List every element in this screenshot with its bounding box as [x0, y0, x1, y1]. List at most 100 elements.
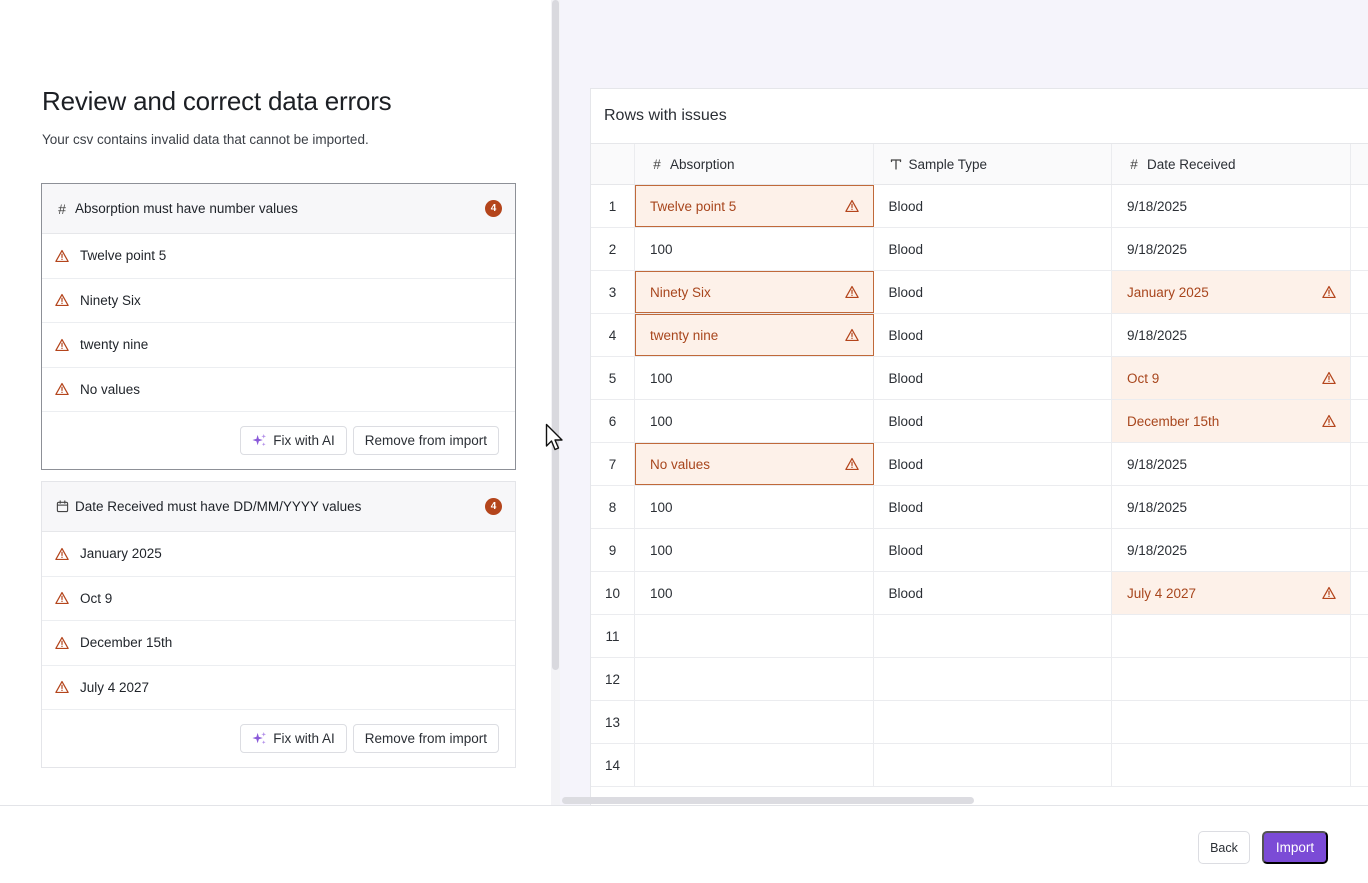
cell-date-received[interactable]	[1112, 744, 1351, 786]
cell-value: Blood	[888, 370, 924, 386]
column-header-date-received[interactable]: # Date Received	[1112, 144, 1351, 184]
table-row[interactable]: 7 No values Blood 9/18/2025	[591, 443, 1368, 486]
cell-value: 9/18/2025	[1127, 241, 1188, 257]
cell-date-received[interactable]: December 15th	[1112, 400, 1351, 442]
cell-next-column[interactable]	[1351, 228, 1368, 270]
error-group-header[interactable]: # Absorption must have number values 4	[42, 184, 515, 234]
cell-sample-type[interactable]: Blood	[874, 314, 1112, 356]
cell-absorption[interactable]	[635, 701, 874, 743]
cell-date-received[interactable]: Oct 9	[1112, 357, 1351, 399]
fix-with-ai-button[interactable]: Fix with AI	[240, 724, 347, 753]
cell-sample-type[interactable]	[874, 744, 1112, 786]
table-row[interactable]: 10 100 Blood July 4 2027	[591, 572, 1368, 615]
error-value-row[interactable]: twenty nine	[42, 323, 515, 368]
cell-absorption[interactable]: No values	[635, 443, 874, 485]
error-group-title: Date Received must have DD/MM/YYYY value…	[75, 499, 362, 514]
cell-sample-type[interactable]	[874, 658, 1112, 700]
cell-date-received[interactable]: 9/18/2025	[1112, 443, 1351, 485]
table-horizontal-scrollbar[interactable]	[560, 796, 1368, 805]
table-row[interactable]: 13	[591, 701, 1368, 744]
scrollbar-thumb[interactable]	[562, 797, 974, 804]
cell-next-column[interactable]	[1351, 400, 1368, 442]
cell-absorption[interactable]	[635, 658, 874, 700]
table-row[interactable]: 8 100 Blood 9/18/2025	[591, 486, 1368, 529]
cell-absorption[interactable]: 100	[635, 529, 874, 571]
table-row[interactable]: 9 100 Blood 9/18/2025	[591, 529, 1368, 572]
fix-with-ai-button[interactable]: Fix with AI	[240, 426, 347, 455]
back-button[interactable]: Back	[1198, 831, 1250, 864]
cell-next-column[interactable]	[1351, 744, 1368, 786]
table-row[interactable]: 1 Twelve point 5 Blood 9/18/2025	[591, 185, 1368, 228]
cell-sample-type[interactable]: Blood	[874, 228, 1112, 270]
cell-date-received[interactable]	[1112, 658, 1351, 700]
cell-sample-type[interactable]: Blood	[874, 486, 1112, 528]
cell-next-column[interactable]	[1351, 185, 1368, 227]
cell-value: 100	[650, 499, 673, 515]
cell-absorption[interactable]: 100	[635, 486, 874, 528]
cell-absorption[interactable]: twenty nine	[635, 314, 874, 356]
cell-absorption[interactable]: 100	[635, 400, 874, 442]
cell-sample-type[interactable]: Blood	[874, 185, 1112, 227]
column-header-absorption[interactable]: # Absorption	[635, 144, 874, 184]
cell-absorption[interactable]: 100	[635, 357, 874, 399]
error-value-row[interactable]: January 2025	[42, 532, 515, 577]
cell-date-received[interactable]: 9/18/2025	[1112, 185, 1351, 227]
cell-next-column[interactable]	[1351, 658, 1368, 700]
cell-next-column[interactable]	[1351, 486, 1368, 528]
cell-next-column[interactable]	[1351, 443, 1368, 485]
cell-next-column[interactable]	[1351, 314, 1368, 356]
cell-absorption[interactable]	[635, 744, 874, 786]
remove-from-import-button[interactable]: Remove from import	[352, 724, 499, 753]
table-row[interactable]: 11	[591, 615, 1368, 658]
cell-date-received[interactable]: 9/18/2025	[1112, 486, 1351, 528]
cell-next-column[interactable]	[1351, 572, 1368, 614]
table-row[interactable]: 5 100 Blood Oct 9	[591, 357, 1368, 400]
cell-sample-type[interactable]	[874, 701, 1112, 743]
cell-date-received[interactable]: January 2025	[1112, 271, 1351, 313]
cell-date-received[interactable]	[1112, 615, 1351, 657]
row-number: 11	[591, 615, 635, 657]
error-value-row[interactable]: July 4 2027	[42, 666, 515, 710]
error-value-row[interactable]: No values	[42, 368, 515, 412]
table-row[interactable]: 2 100 Blood 9/18/2025	[591, 228, 1368, 271]
cell-sample-type[interactable]: Blood	[874, 271, 1112, 313]
error-group-header[interactable]: Date Received must have DD/MM/YYYY value…	[42, 482, 515, 532]
error-value-row[interactable]: December 15th	[42, 621, 515, 666]
cell-next-column[interactable]	[1351, 701, 1368, 743]
error-group-absorption[interactable]: # Absorption must have number values 4 T…	[41, 183, 516, 470]
cell-date-received[interactable]: 9/18/2025	[1112, 228, 1351, 270]
table-row[interactable]: 4 twenty nine Blood 9/18/2025	[591, 314, 1368, 357]
cell-sample-type[interactable]: Blood	[874, 529, 1112, 571]
error-value-row[interactable]: Ninety Six	[42, 279, 515, 323]
table-row[interactable]: 12	[591, 658, 1368, 701]
cell-date-received[interactable]: 9/18/2025	[1112, 529, 1351, 571]
error-group-date-received[interactable]: Date Received must have DD/MM/YYYY value…	[41, 481, 516, 768]
cell-sample-type[interactable]: Blood	[874, 400, 1112, 442]
cell-next-column[interactable]	[1351, 271, 1368, 313]
column-header-sample-type[interactable]: Sample Type	[874, 144, 1112, 184]
cell-absorption[interactable]: 100	[635, 228, 874, 270]
error-value-row[interactable]: Twelve point 5	[42, 234, 515, 279]
scrollbar-thumb[interactable]	[552, 0, 559, 670]
cell-sample-type[interactable]: Blood	[874, 572, 1112, 614]
cell-next-column[interactable]	[1351, 357, 1368, 399]
left-pane-scrollbar[interactable]	[551, 0, 560, 805]
cell-absorption[interactable]	[635, 615, 874, 657]
remove-from-import-button[interactable]: Remove from import	[352, 426, 499, 455]
table-row[interactable]: 6 100 Blood December 15th	[591, 400, 1368, 443]
cell-date-received[interactable]: July 4 2027	[1112, 572, 1351, 614]
error-value-row[interactable]: Oct 9	[42, 577, 515, 621]
import-button[interactable]: Import	[1262, 831, 1328, 864]
table-row[interactable]: 3 Ninety Six Blood January 2025	[591, 271, 1368, 314]
cell-absorption[interactable]: 100	[635, 572, 874, 614]
cell-date-received[interactable]	[1112, 701, 1351, 743]
cell-next-column[interactable]	[1351, 529, 1368, 571]
cell-next-column[interactable]	[1351, 615, 1368, 657]
cell-sample-type[interactable]: Blood	[874, 357, 1112, 399]
cell-absorption[interactable]: Twelve point 5	[635, 185, 874, 227]
table-row[interactable]: 14	[591, 744, 1368, 787]
cell-sample-type[interactable]	[874, 615, 1112, 657]
cell-absorption[interactable]: Ninety Six	[635, 271, 874, 313]
cell-sample-type[interactable]: Blood	[874, 443, 1112, 485]
cell-date-received[interactable]: 9/18/2025	[1112, 314, 1351, 356]
